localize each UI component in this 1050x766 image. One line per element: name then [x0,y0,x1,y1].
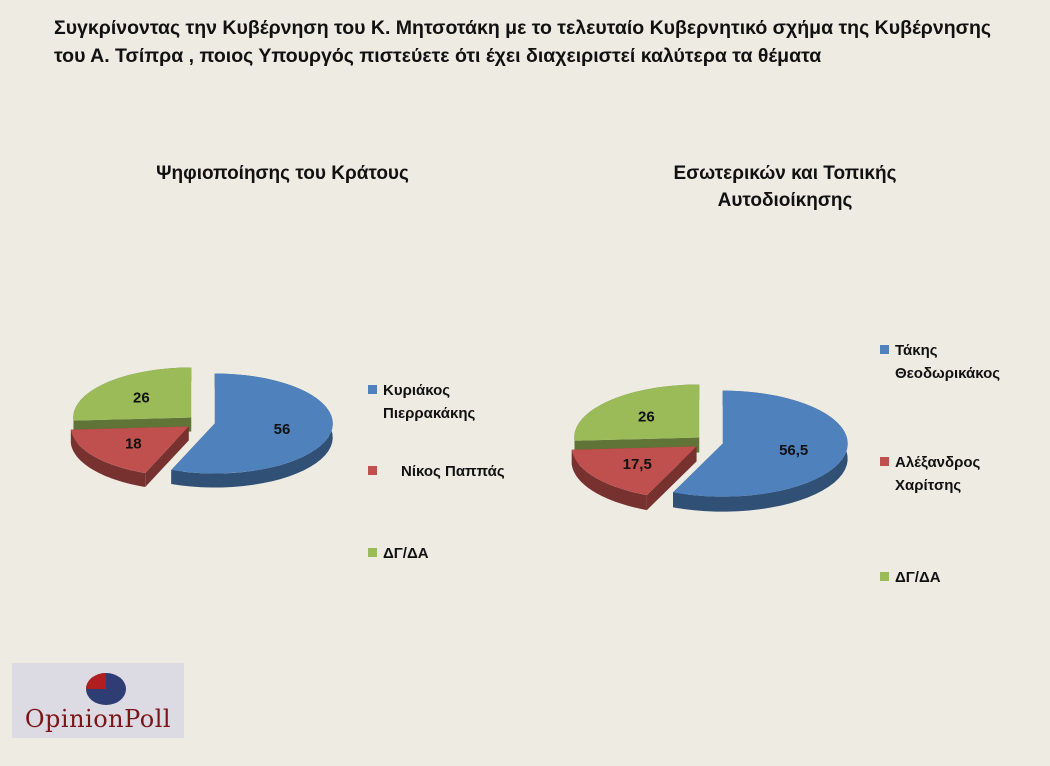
legend-swatch [368,385,377,394]
legend-label: Κυριάκος Πιερρακάκης [383,382,476,422]
legend-swatch [880,457,889,466]
legend-swatch [880,345,889,354]
legend-swatch [368,466,377,475]
pie-value-label: 26 [133,390,150,407]
opinionpoll-logo: OpinionPoll [12,663,184,738]
pie-chart-1: 56 18 26 [70,367,333,488]
legend-swatch [368,548,377,557]
pie-value-label: 18 [125,436,142,453]
pie-value-label: 56 [274,421,291,438]
pie-slice [574,384,700,441]
pie-slice-side [171,373,333,488]
legend-label: ΔΓ/ΔΑ [383,545,429,562]
pie-slice [73,367,192,421]
pie-chart-2: 56,5 17,5 26 [571,384,848,512]
pie-slice [571,446,697,496]
pie-slice [70,426,189,474]
page-title: Συγκρίνοντας την Κυβέρνηση του Κ. Μητσοτ… [54,17,991,67]
pie-slice-wall [145,426,189,488]
pie-slice [673,390,848,497]
legend-label: Νίκος Παππάς [401,463,505,480]
logo-text: OpinionPoll [24,705,172,733]
pie-value-label: 26 [638,408,655,425]
pie-slice-side [571,449,647,511]
pie-slice [171,373,333,474]
chart-title-interior: Εσωτερικών και Τοπικής Αυτοδιοίκησης [673,163,897,211]
pie-value-label: 56,5 [779,442,808,459]
legend-label: Τάκης Θεοδωρικάκος [895,342,1001,382]
logo-mark-icon [86,673,126,705]
pie-slice-wall [646,446,697,511]
legend-label: Αλέξανδρος Χαρίτσης [895,454,981,494]
pie-slice-side [673,390,848,512]
chart-title-digital: Ψηφιοποίησης του Κράτους [156,163,409,184]
pie-value-label: 17,5 [623,456,652,473]
legend-label: ΔΓ/ΔΑ [895,569,941,586]
legend-swatch [880,572,889,581]
pie-slice-side [70,429,146,488]
